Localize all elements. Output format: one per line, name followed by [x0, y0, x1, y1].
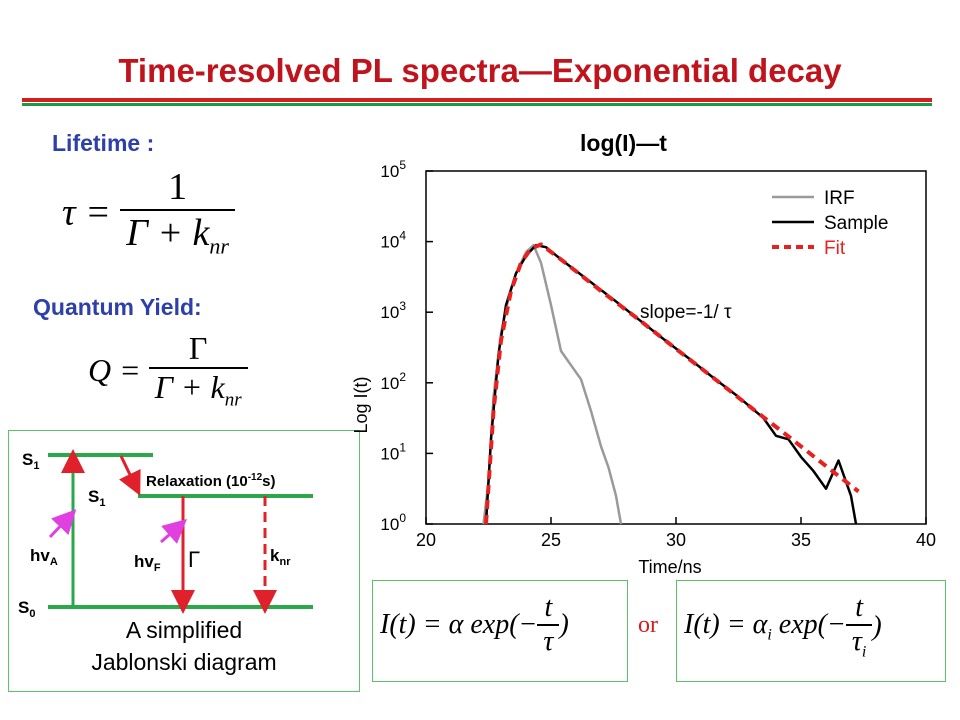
x-tick-label: 20	[416, 530, 436, 550]
quantum-yield-label: Quantum Yield:	[33, 294, 202, 320]
slope-annotation: slope=-1/ τ	[640, 302, 732, 323]
multi-exp-exp: exp(−	[771, 609, 846, 640]
multi-exp-equation: I(t) = αi exp(− t τi)	[684, 592, 882, 662]
lifetime-denominator-sub: nr	[209, 233, 229, 259]
hv-f-label: hvF	[134, 552, 161, 574]
y-axis-label: Log I(t)	[351, 376, 371, 433]
lifetime-numerator: 1	[168, 166, 188, 208]
single-exp-close: )	[559, 609, 569, 640]
emitted-photon-icon	[160, 519, 187, 544]
absorbed-photon-icon	[48, 509, 77, 539]
x-tick-label: 25	[541, 530, 561, 550]
lifetime-lhs: τ =	[62, 191, 111, 234]
jablonski-caption-line2: Jablonski diagram	[91, 649, 276, 675]
chart-title: log(I)—t	[580, 130, 667, 156]
y-tick-label: 103	[380, 299, 406, 322]
lifetime-denominator-text: Γ + k	[126, 212, 210, 254]
or-text: or	[638, 612, 658, 638]
decay-chart: 20 25 30 35 40 100 101 102 103 104 105 IRF Sample Fit…	[351, 158, 936, 577]
lifetime-denominator: Γ + knr	[120, 209, 235, 260]
qy-fraction: Γ Γ + knr	[148, 330, 248, 411]
multi-exp-fraction: t τi	[845, 592, 873, 662]
multi-exp-close: )	[872, 610, 882, 642]
title-rule-green	[22, 103, 932, 106]
jablonski-diagram: S1 S1 S0 Relaxation (10-12s) hvA hvF Γ k…	[18, 449, 313, 675]
hv-a-label: hvA	[30, 546, 58, 568]
slide-title: Time-resolved PL spectra—Exponential dec…	[118, 52, 842, 89]
quantum-yield-formula: Q = Γ Γ + knr	[88, 330, 248, 411]
lifetime-formula: τ = 1 Γ + knr	[62, 165, 235, 260]
title-rule-red	[22, 98, 932, 102]
s0-label: S0	[18, 598, 35, 620]
series-sample-line	[484, 243, 858, 525]
lifetime-fraction: 1 Γ + knr	[120, 165, 235, 260]
multi-exp-lhs-sub: i	[767, 626, 772, 644]
series-irf-line	[482, 243, 623, 525]
multi-exp-den-text: τ	[851, 626, 862, 657]
single-exp-lhs: I(t) = α exp(−	[380, 609, 538, 640]
lifetime-label: Lifetime :	[52, 130, 155, 156]
multi-exp-lhs: I(t) = α	[684, 609, 768, 640]
single-exp-equation-box	[372, 580, 628, 682]
plot-area: 20 25 30 35 40 100 101 102 103 104 105 IRF Sample Fit…	[380, 158, 936, 550]
single-exp-equation: I(t) = α exp(− t τ)	[380, 592, 569, 658]
relaxation-label: Relaxation (10-12s)	[146, 472, 276, 490]
multi-exp-num: t	[855, 592, 863, 623]
x-tick-label: 40	[916, 530, 936, 550]
multi-exp-den-sub: i	[861, 643, 867, 661]
s1-relaxed-label: S1	[88, 487, 105, 509]
qy-denominator-text: Γ + k	[154, 369, 225, 405]
gamma-label: Γ	[188, 547, 200, 572]
single-exp-den: τ	[537, 624, 560, 658]
qy-denominator: Γ + knr	[148, 367, 248, 411]
x-tick-label: 30	[666, 530, 686, 550]
legend-label-sample: Sample	[824, 213, 888, 234]
legend-label-irf: IRF	[824, 188, 855, 209]
qy-denominator-sub: nr	[224, 389, 242, 411]
y-tick-label: 102	[380, 370, 406, 393]
qy-lhs: Q =	[88, 352, 141, 389]
jablonski-panel	[8, 430, 360, 692]
jablonski-caption-line1: A simplified	[126, 617, 242, 643]
multi-exp-lhs-group: I(t) = αi exp(−	[684, 609, 846, 644]
y-tick-label: 105	[380, 158, 406, 181]
single-exp-num: t	[544, 592, 553, 623]
qy-numerator: Γ	[188, 330, 208, 366]
k-nr-label: knr	[270, 546, 291, 568]
y-tick-label: 104	[380, 229, 406, 252]
multi-exp-equation-box	[676, 580, 946, 682]
y-tick-label: 101	[380, 440, 406, 463]
x-axis-label: Time/ns	[638, 557, 701, 577]
y-tick-label: 100	[380, 511, 406, 534]
s1-upper-label: S1	[22, 450, 39, 472]
relaxation-arrow	[118, 455, 141, 496]
x-tick-label: 35	[791, 530, 811, 550]
series-fit-line	[484, 242, 860, 525]
multi-exp-den: τi	[845, 624, 873, 662]
legend-label-fit: Fit	[824, 238, 846, 259]
